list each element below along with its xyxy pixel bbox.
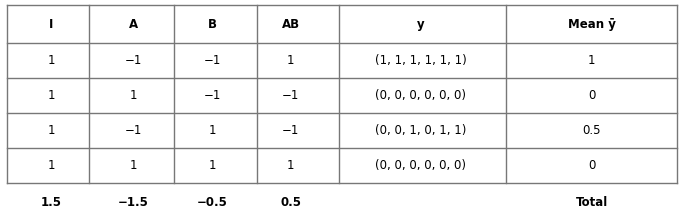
Text: A: A: [129, 18, 138, 31]
Text: 1: 1: [48, 159, 55, 172]
Text: (0, 0, 1, 0, 1, 1): (0, 0, 1, 0, 1, 1): [375, 124, 466, 137]
Text: 0: 0: [588, 159, 595, 172]
Text: 1: 1: [287, 159, 294, 172]
Text: AB: AB: [282, 18, 300, 31]
Text: y: y: [417, 18, 425, 31]
Text: Total: Total: [575, 196, 608, 209]
Text: (0, 0, 0, 0, 0, 0): (0, 0, 0, 0, 0, 0): [375, 89, 466, 102]
Text: I: I: [49, 18, 53, 31]
Text: 0.5: 0.5: [280, 196, 301, 209]
Text: 1: 1: [48, 89, 55, 102]
Text: Mean ȳ: Mean ȳ: [568, 18, 616, 31]
Text: 0.5: 0.5: [582, 124, 601, 137]
Text: B: B: [207, 18, 217, 31]
Text: 1: 1: [209, 124, 215, 137]
Text: −1: −1: [124, 54, 142, 67]
Text: 1: 1: [588, 54, 595, 67]
Text: 0: 0: [588, 89, 595, 102]
Text: −1: −1: [282, 124, 300, 137]
Text: 1: 1: [130, 159, 137, 172]
Text: (1, 1, 1, 1, 1, 1): (1, 1, 1, 1, 1, 1): [375, 54, 466, 67]
Text: −1: −1: [203, 89, 221, 102]
Text: (0, 0, 0, 0, 0, 0): (0, 0, 0, 0, 0, 0): [375, 159, 466, 172]
Text: −1.5: −1.5: [118, 196, 149, 209]
Text: 1: 1: [48, 54, 55, 67]
Text: 1: 1: [209, 159, 215, 172]
Text: 1: 1: [130, 89, 137, 102]
Text: −1: −1: [124, 124, 142, 137]
Text: −1: −1: [203, 54, 221, 67]
Text: 1: 1: [287, 54, 294, 67]
Text: 1: 1: [48, 124, 55, 137]
Text: −1: −1: [282, 89, 300, 102]
Text: −0.5: −0.5: [196, 196, 228, 209]
Text: 1.5: 1.5: [41, 196, 62, 209]
